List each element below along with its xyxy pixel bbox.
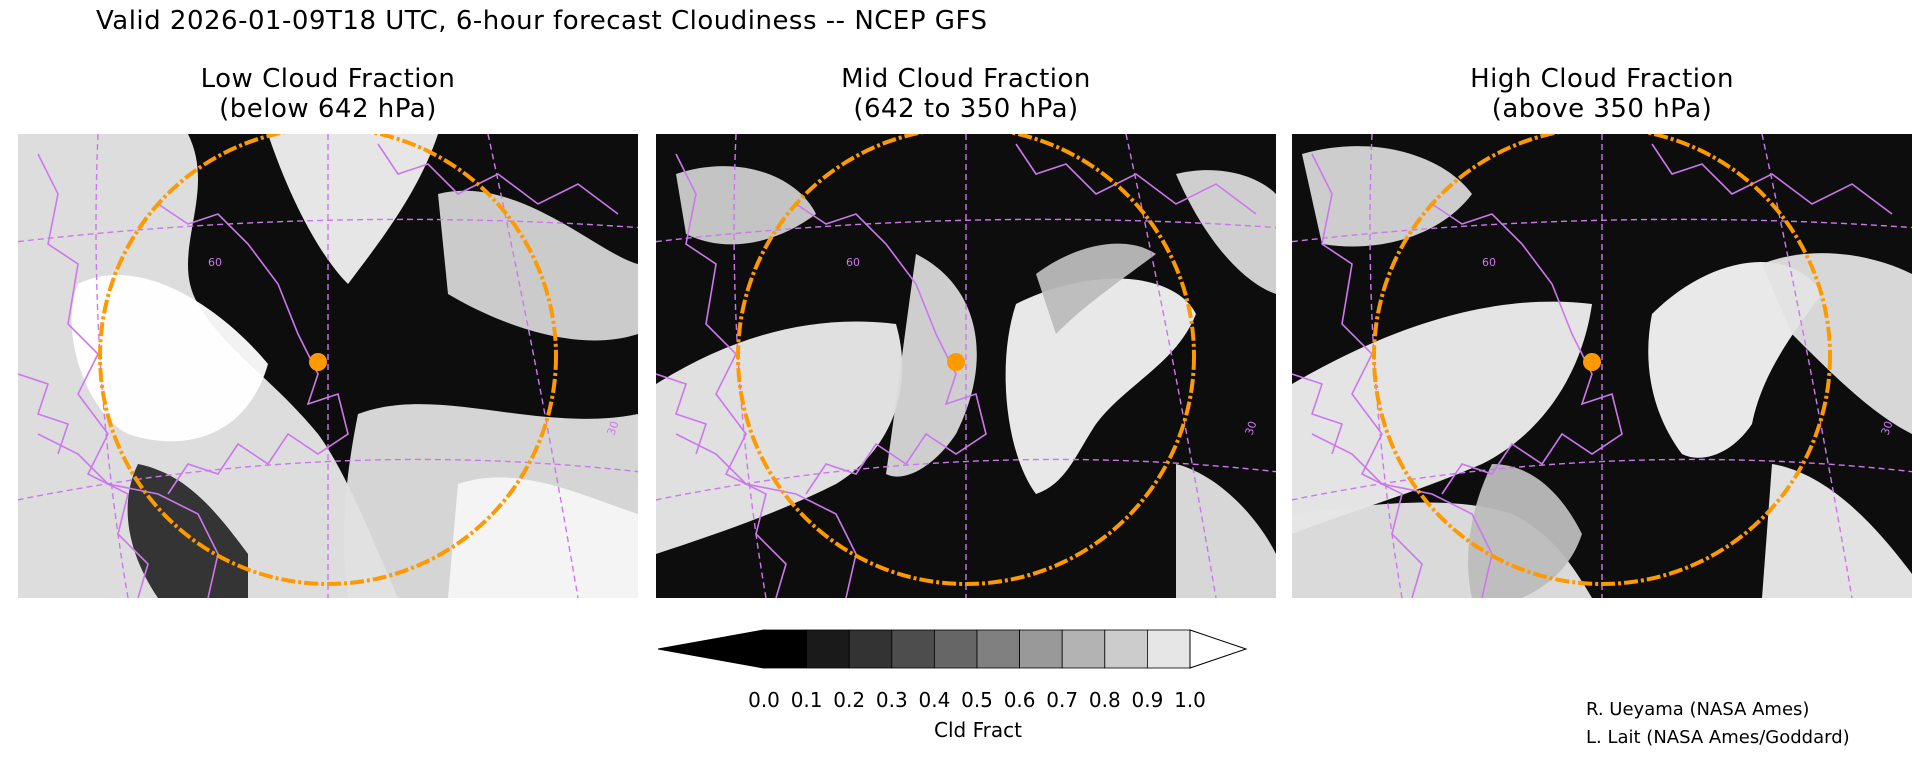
coastline bbox=[157, 203, 349, 495]
graticule-line bbox=[1125, 134, 1217, 598]
graticule-line bbox=[1292, 218, 1912, 243]
cloud-mass bbox=[127, 464, 248, 598]
cloud-mass bbox=[1036, 243, 1156, 334]
coastlines bbox=[18, 143, 619, 598]
graticule-line bbox=[1292, 458, 1912, 501]
coastline bbox=[18, 373, 70, 455]
coastline bbox=[795, 203, 987, 495]
range-ring bbox=[736, 134, 1196, 586]
coastline bbox=[37, 153, 149, 598]
colorbar-segment bbox=[976, 629, 1020, 669]
mid-cloud-map[interactable]: 60 30 bbox=[656, 134, 1276, 598]
graticule-line bbox=[487, 134, 579, 598]
cloud-mass bbox=[1762, 253, 1912, 434]
cloud-mass bbox=[1468, 464, 1582, 598]
figure-title: Valid 2026-01-09T18 UTC, 6-hour forecast… bbox=[96, 6, 988, 36]
cloud-mass bbox=[1005, 278, 1196, 494]
colorbar-segment bbox=[1104, 629, 1148, 669]
range-ring bbox=[1372, 134, 1832, 586]
colorbar-tick-label: 0.4 bbox=[918, 688, 951, 712]
high-cloud-map[interactable]: 60 30 bbox=[1292, 134, 1912, 598]
coastline bbox=[1431, 203, 1623, 495]
mid-cloud-title: Mid Cloud Fraction (642 to 350 hPa) bbox=[841, 64, 1091, 124]
graticule bbox=[18, 134, 638, 598]
longitude-label: 30 bbox=[605, 419, 622, 437]
cloud-mass bbox=[1176, 170, 1276, 294]
graticule-line bbox=[656, 218, 1276, 243]
longitude-label: 30 bbox=[1879, 419, 1896, 437]
latitude-label: 60 bbox=[208, 256, 222, 269]
coastline bbox=[1292, 373, 1344, 455]
colorbar-segment bbox=[1061, 629, 1106, 669]
mid-cloud-panel: Mid Cloud Fraction (642 to 350 hPa) 60 30 bbox=[656, 64, 1276, 598]
cloud-mass bbox=[1762, 464, 1912, 598]
colorbar-label: Cld Fract bbox=[934, 718, 1022, 742]
cloud-mass bbox=[1176, 464, 1276, 598]
colorbar-tick-label: 0.8 bbox=[1088, 688, 1121, 712]
cloud-mass bbox=[886, 254, 977, 477]
colorbar-segment bbox=[1019, 629, 1063, 669]
cloud-mass bbox=[448, 477, 638, 598]
colorbar-under-triangle bbox=[658, 629, 765, 669]
colorbar-tick-label: 0.3 bbox=[875, 688, 908, 712]
colorbar-over-triangle bbox=[1189, 629, 1248, 669]
map-canvas: 60 30 bbox=[1292, 134, 1912, 598]
credit-line-1: R. Ueyama (NASA Ames) bbox=[1586, 699, 1810, 720]
graticule-line bbox=[1761, 134, 1853, 598]
credit-line-2: L. Lait (NASA Ames/Goddard) bbox=[1586, 727, 1850, 748]
colorbar-tick-label: 0.1 bbox=[790, 688, 823, 712]
colorbar-segment bbox=[763, 629, 807, 669]
credits: R. Ueyama (NASA Ames) L. Lait (NASA Ames… bbox=[1586, 696, 1850, 752]
cloud-field bbox=[18, 134, 638, 598]
colorbar-tick-label: 0.7 bbox=[1046, 688, 1079, 712]
range-ring bbox=[98, 134, 558, 586]
colorbar bbox=[658, 629, 1248, 669]
colorbar-segment bbox=[848, 629, 893, 669]
longitude-label: 30 bbox=[1243, 419, 1260, 437]
low-cloud-map[interactable]: 60 30 bbox=[18, 134, 638, 598]
colorbar-tick-label: 0.2 bbox=[833, 688, 866, 712]
graticule-line bbox=[18, 458, 638, 501]
low-cloud-panel: Low Cloud Fraction (below 642 hPa) 60 30 bbox=[18, 64, 638, 598]
colorbar-segment bbox=[891, 629, 935, 669]
colorbar-segment bbox=[1146, 629, 1191, 669]
latitude-label: 60 bbox=[1482, 256, 1496, 269]
coastline bbox=[1311, 153, 1423, 598]
cloud-mass bbox=[656, 321, 903, 554]
latitude-label: 60 bbox=[846, 256, 860, 269]
colorbar-segment bbox=[806, 629, 850, 669]
cloud-field bbox=[656, 166, 1276, 598]
colorbar-tick-label: 0.5 bbox=[961, 688, 993, 712]
colorbar-tick-label: 0.0 bbox=[748, 688, 780, 712]
map-canvas: 60 30 bbox=[18, 134, 638, 598]
site-marker bbox=[947, 353, 965, 371]
coastline bbox=[675, 153, 787, 598]
coastline bbox=[656, 373, 708, 455]
high-cloud-title: High Cloud Fraction (above 350 hPa) bbox=[1470, 64, 1734, 124]
graticule-line bbox=[18, 218, 638, 243]
cloud-mass bbox=[1648, 261, 1822, 458]
map-canvas: 60 30 bbox=[656, 134, 1276, 598]
site-marker bbox=[309, 353, 327, 371]
cloud-mass bbox=[1302, 146, 1472, 247]
colorbar-tick-label: 0.6 bbox=[1003, 688, 1036, 712]
cloud-field bbox=[1292, 146, 1912, 598]
low-cloud-title: Low Cloud Fraction (below 642 hPa) bbox=[200, 64, 456, 124]
colorbar-segment bbox=[933, 629, 978, 669]
high-cloud-panel: High Cloud Fraction (above 350 hPa) 60 30 bbox=[1292, 64, 1912, 598]
colorbar-tick-label: 1.0 bbox=[1174, 688, 1206, 712]
colorbar-ticks: 0.0 0.1 0.2 0.3 0.4 0.5 0.6 0.7 0.8 0.9 1.0 bbox=[658, 688, 1298, 718]
cloud-mass bbox=[71, 275, 268, 442]
colorbar-tick-label: 0.9 bbox=[1131, 688, 1164, 712]
graticule-line bbox=[656, 458, 1276, 501]
site-marker bbox=[1583, 353, 1601, 371]
